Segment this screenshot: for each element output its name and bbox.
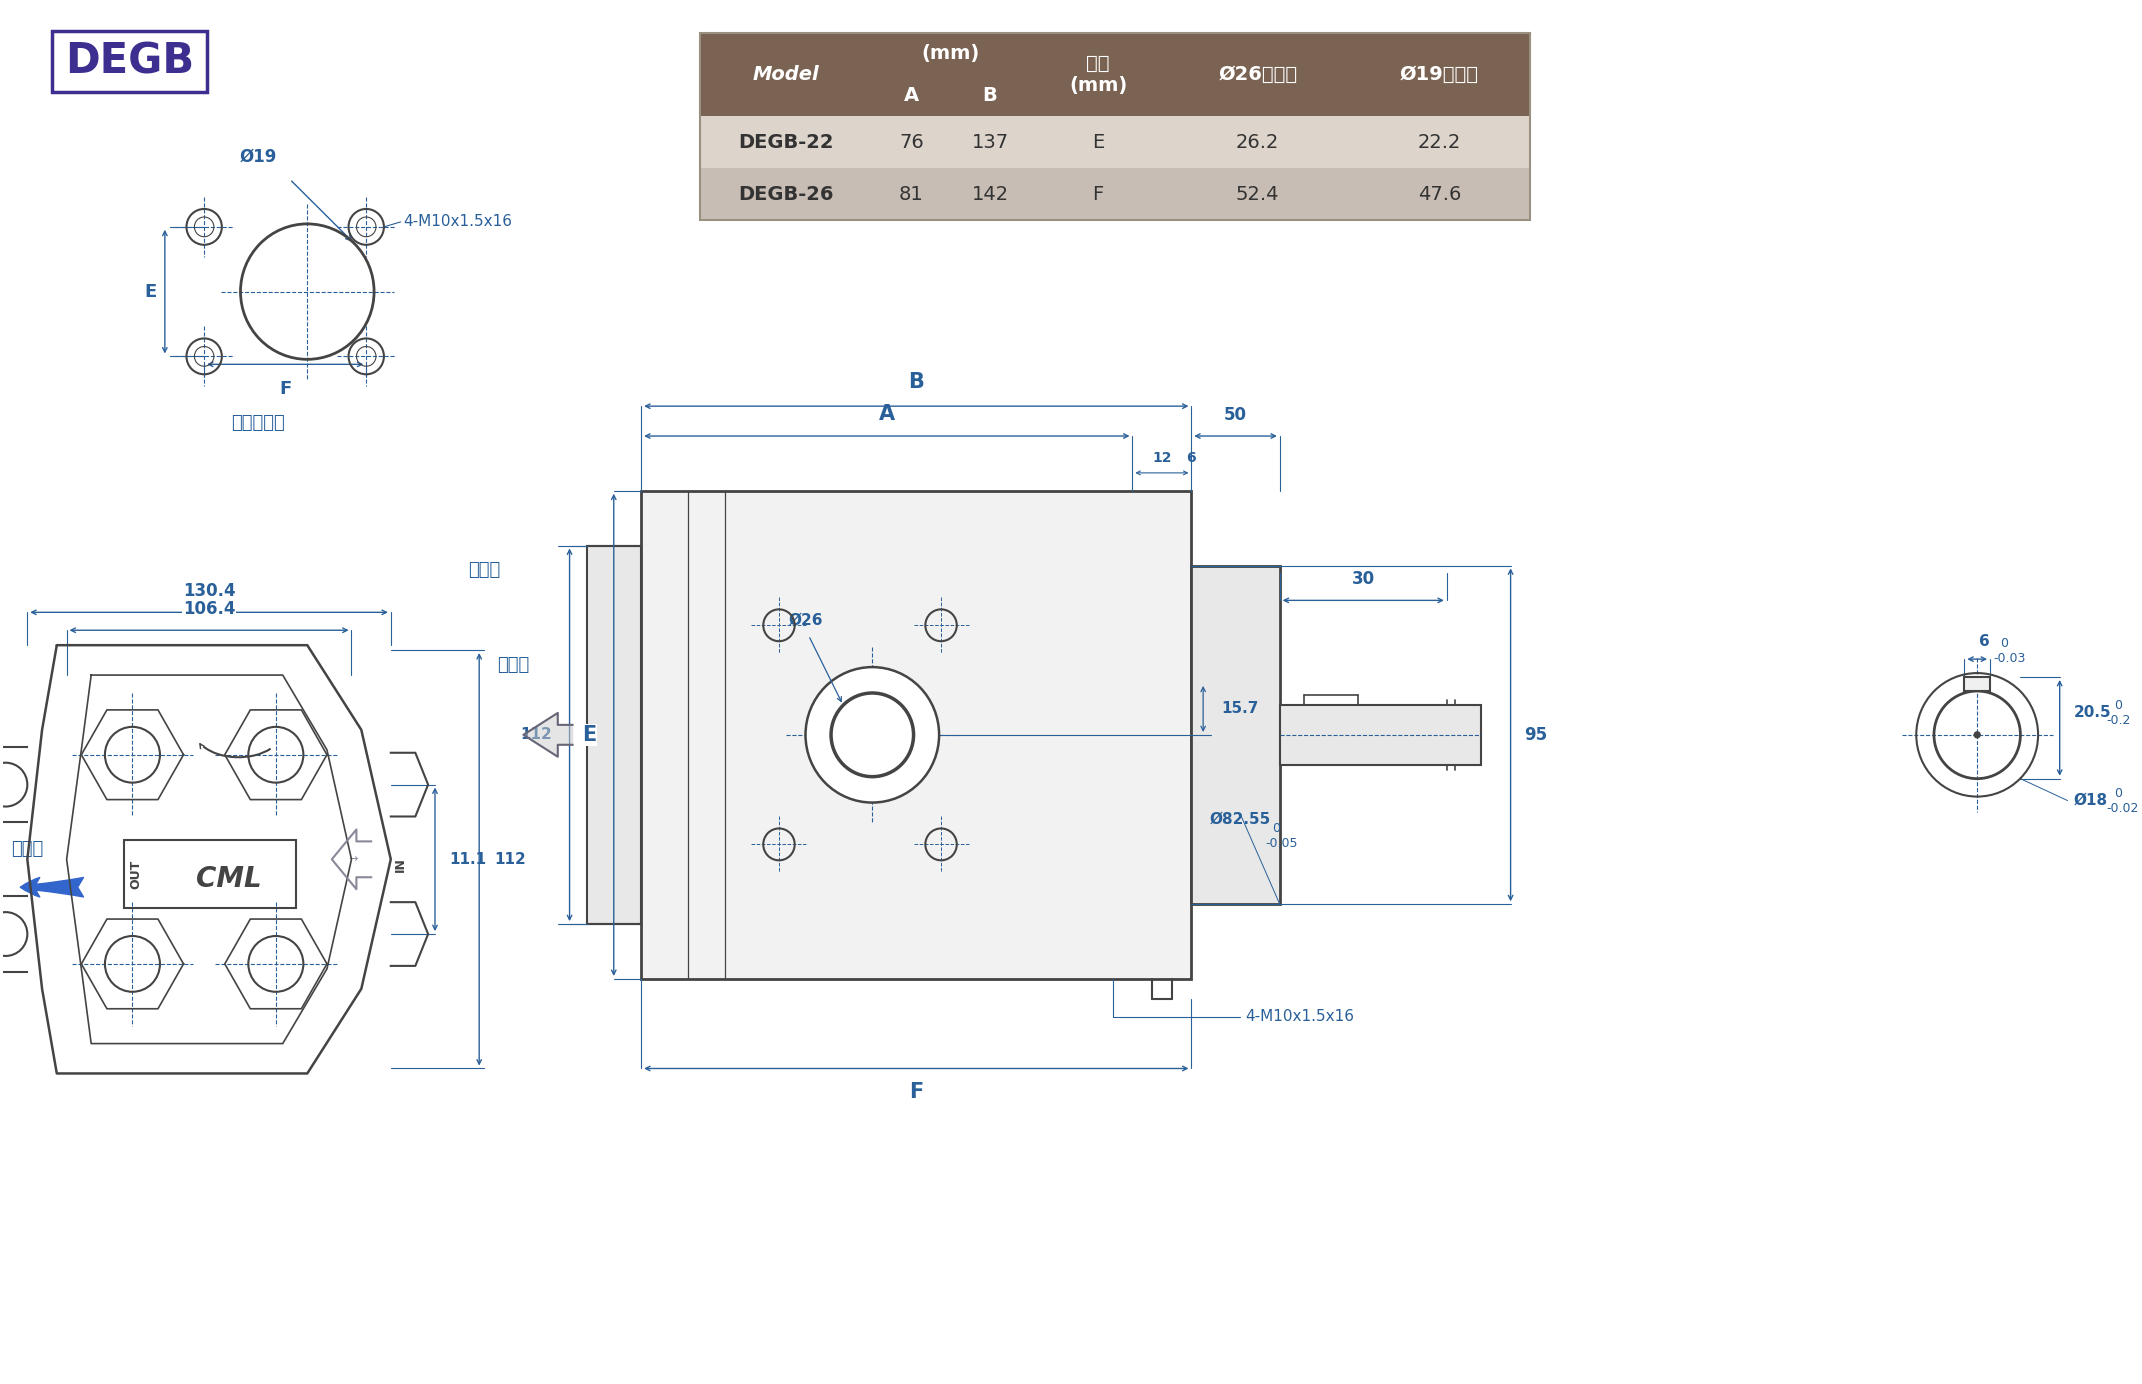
Bar (587, 545, 640, 925)
Bar (124, 840, 296, 908)
Text: E: E (583, 725, 595, 745)
Text: 142: 142 (972, 184, 1009, 203)
Text: →: → (349, 854, 358, 865)
Text: 出油口尺寸: 出油口尺寸 (231, 414, 285, 432)
Text: OUT: OUT (129, 859, 141, 889)
Text: 22.2: 22.2 (1418, 133, 1461, 152)
Polygon shape (523, 713, 572, 757)
Text: 出油口: 出油口 (11, 840, 43, 858)
Text: 0
-0.03: 0 -0.03 (1992, 637, 2026, 666)
Text: 0
-0.05: 0 -0.05 (1266, 822, 1298, 850)
Text: 6: 6 (1187, 451, 1195, 465)
Text: B: B (983, 86, 998, 105)
Text: E: E (1092, 133, 1103, 152)
Text: 0
-0.2: 0 -0.2 (2108, 699, 2131, 727)
Text: B: B (908, 372, 923, 392)
Text: 11.1: 11.1 (450, 851, 486, 866)
Text: 52.4: 52.4 (1236, 184, 1279, 203)
Text: E: E (144, 282, 156, 300)
Text: 12: 12 (1152, 451, 1172, 465)
Circle shape (1975, 732, 1979, 738)
Text: 130.4: 130.4 (182, 583, 236, 601)
Bar (51, 30, 208, 93)
Text: 112: 112 (495, 851, 525, 866)
Circle shape (831, 693, 912, 776)
Text: 尺寸
(mm): 尺寸 (mm) (1069, 54, 1127, 95)
Bar (1191, 566, 1279, 904)
Text: Ø26入油口: Ø26入油口 (1219, 65, 1298, 84)
Text: DEGB: DEGB (64, 40, 195, 83)
Text: 76: 76 (900, 133, 923, 152)
Text: (mm): (mm) (921, 44, 979, 64)
Text: 20.5: 20.5 (2073, 706, 2112, 721)
Text: 4-M10x1.5x16: 4-M10x1.5x16 (1245, 1009, 1354, 1024)
Circle shape (805, 667, 938, 803)
Text: F: F (278, 381, 291, 399)
Text: 30: 30 (1352, 570, 1375, 588)
Text: F: F (908, 1082, 923, 1103)
Text: 137: 137 (972, 133, 1009, 152)
Text: F: F (1092, 184, 1103, 203)
Text: Ø26: Ø26 (788, 612, 823, 627)
Bar (1964, 677, 1990, 691)
Text: 50: 50 (1223, 406, 1247, 424)
Text: 47.6: 47.6 (1418, 184, 1461, 203)
Text: A: A (904, 86, 919, 105)
Bar (700, 33, 1529, 220)
Text: Ø82.55: Ø82.55 (1210, 812, 1270, 828)
Bar (1279, 704, 1480, 765)
Bar (640, 491, 1191, 978)
Text: IN: IN (394, 857, 407, 872)
Bar (872, 33, 1030, 75)
Text: Ø18: Ø18 (2073, 793, 2108, 808)
Text: 入油口: 入油口 (497, 656, 529, 674)
Text: CML: CML (195, 865, 261, 893)
Text: 4-M10x1.5x16: 4-M10x1.5x16 (403, 215, 512, 230)
Text: 81: 81 (900, 184, 923, 203)
Text: A: A (878, 404, 895, 424)
Text: DEGB-22: DEGB-22 (739, 133, 833, 152)
Text: 95: 95 (1525, 725, 1547, 743)
Bar (700, 33, 1529, 116)
Text: Ø19: Ø19 (240, 147, 276, 165)
Text: 106.4: 106.4 (182, 601, 236, 619)
Text: 112: 112 (521, 728, 553, 742)
Text: DEGB-26: DEGB-26 (739, 184, 833, 203)
Bar (700, 116, 1529, 167)
Bar (700, 167, 1529, 220)
Text: Ø19出油口: Ø19出油口 (1401, 65, 1478, 84)
Text: 6: 6 (1979, 634, 1990, 649)
Text: 26.2: 26.2 (1236, 133, 1279, 152)
Text: Model: Model (752, 65, 820, 84)
Text: 0
-0.02: 0 -0.02 (2108, 786, 2140, 815)
Text: 15.7: 15.7 (1221, 702, 1257, 717)
Text: 入油口: 入油口 (467, 562, 501, 580)
